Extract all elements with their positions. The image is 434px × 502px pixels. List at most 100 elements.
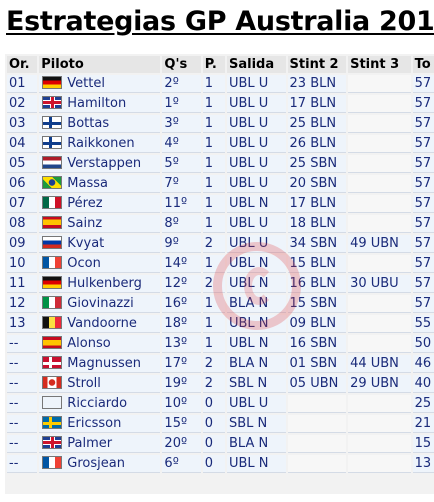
table-body: 01 Vettel 2º 1 UBL U 23 BLN 57 02 Hamilton 1º 1 UBL… [7,75,434,473]
bra-flag-icon [42,176,63,189]
fra-flag-icon [42,256,63,269]
position-cell: 11 [7,275,38,293]
qualifying-cell: 3º [162,115,201,133]
qualifying-cell: 13º [162,335,201,353]
table-row: -- Alonso 13º 1 UBL N 16 SBN 50 [7,335,434,353]
qualifying-cell: 12º [162,275,201,293]
driver-cell: Sainz [39,215,161,233]
qualifying-cell: 2º [162,75,201,93]
pitstops-cell: 0 [202,455,225,473]
table-row: -- Stroll 19º 2 SBL N 05 UBN 29 UBN 40 [7,375,434,393]
stint2-cell: 01 SBN [287,355,347,373]
stint2-cell: 34 SBN [287,235,347,253]
stint3-cell: 29 UBN [348,375,411,393]
col-header-total-laps: To [412,56,434,73]
total-laps-cell: 57 [412,255,434,273]
ger-flag-icon [42,76,63,89]
start-tyre-cell: UBL U [226,175,286,193]
position-cell: 13 [7,315,38,333]
stint3-cell [348,135,411,153]
stint3-cell [348,415,411,433]
ita-flag-icon [42,296,63,309]
position-cell: 07 [7,195,38,213]
gbr-flag-icon [42,96,63,109]
pitstops-cell: 1 [202,315,225,333]
table-row: -- Magnussen 17º 2 BLA N 01 SBN 44 UBN 46 [7,355,434,373]
stint3-cell [348,155,411,173]
start-tyre-cell: BLA N [226,355,286,373]
table-row: 11 Hulkenberg 12º 2 UBL N 16 BLN 30 UBU 57 [7,275,434,293]
table-row: 01 Vettel 2º 1 UBL U 23 BLN 57 [7,75,434,93]
position-cell: -- [7,395,38,413]
stint3-cell [348,215,411,233]
position-cell: 10 [7,255,38,273]
aus-flag-icon [42,396,63,409]
stint3-cell [348,315,411,333]
driver-cell: Kvyat [39,235,161,253]
fin-flag-icon [42,116,63,129]
pitstops-cell: 1 [202,295,225,313]
total-laps-cell: 50 [412,335,434,353]
start-tyre-cell: UBL U [226,395,286,413]
stint3-cell [348,295,411,313]
qualifying-cell: 8º [162,215,201,233]
pitstops-cell: 2 [202,235,225,253]
table-row: 13 Vandoorne 18º 1 UBL N 09 BLN 55 [7,315,434,333]
total-laps-cell: 57 [412,175,434,193]
qualifying-cell: 1º [162,95,201,113]
driver-cell: Massa [39,175,161,193]
col-header-qualifying: Q's [162,56,201,73]
start-tyre-cell: UBL U [226,155,286,173]
pitstops-cell: 0 [202,435,225,453]
driver-name: Vandoorne [67,316,137,331]
position-cell: -- [7,335,38,353]
stint2-cell [287,455,347,473]
stint3-cell: 49 UBN [348,235,411,253]
gbr-flag-icon [42,436,63,449]
driver-name: Pérez [67,196,103,211]
col-header-driver: Piloto [39,56,161,73]
strategy-table-container: Or. Piloto Q's P. Salida Stint 2 Stint 3… [5,54,434,494]
qualifying-cell: 17º [162,355,201,373]
total-laps-cell: 46 [412,355,434,373]
position-cell: 02 [7,95,38,113]
driver-cell: Pérez [39,195,161,213]
driver-cell: Bottas [39,115,161,133]
driver-name: Magnussen [67,356,141,371]
driver-name: Bottas [67,116,110,131]
driver-cell: Ocon [39,255,161,273]
table-row: 12 Giovinazzi 16º 1 BLA N 15 SBN 57 [7,295,434,313]
total-laps-cell: 21 [412,415,434,433]
driver-cell: Vandoorne [39,315,161,333]
total-laps-cell: 57 [412,195,434,213]
col-header-stint3: Stint 3 [348,56,411,73]
table-row: 03 Bottas 3º 1 UBL U 25 BLN 57 [7,115,434,133]
position-cell: 01 [7,75,38,93]
total-laps-cell: 57 [412,155,434,173]
col-header-position: Or. [7,56,38,73]
stint2-cell [287,395,347,413]
pitstops-cell: 1 [202,135,225,153]
qualifying-cell: 20º [162,435,201,453]
total-laps-cell: 25 [412,395,434,413]
driver-name: Massa [67,176,108,191]
start-tyre-cell: BLA N [226,295,286,313]
stint2-cell: 26 BLN [287,135,347,153]
driver-cell: Hamilton [39,95,161,113]
driver-name: Alonso [67,336,111,351]
total-laps-cell: 40 [412,375,434,393]
pitstops-cell: 2 [202,375,225,393]
driver-name: Stroll [67,376,101,391]
driver-name: Ericsson [67,416,122,431]
ned-flag-icon [42,156,63,169]
table-row: -- Palmer 20º 0 BLA N 15 [7,435,434,453]
col-header-pitstops: P. [202,56,225,73]
driver-cell: Giovinazzi [39,295,161,313]
pitstops-cell: 0 [202,395,225,413]
total-laps-cell: 57 [412,215,434,233]
position-cell: 03 [7,115,38,133]
start-tyre-cell: UBL N [226,455,286,473]
stint3-cell: 30 UBU [348,275,411,293]
stint2-cell [287,435,347,453]
position-cell: -- [7,455,38,473]
